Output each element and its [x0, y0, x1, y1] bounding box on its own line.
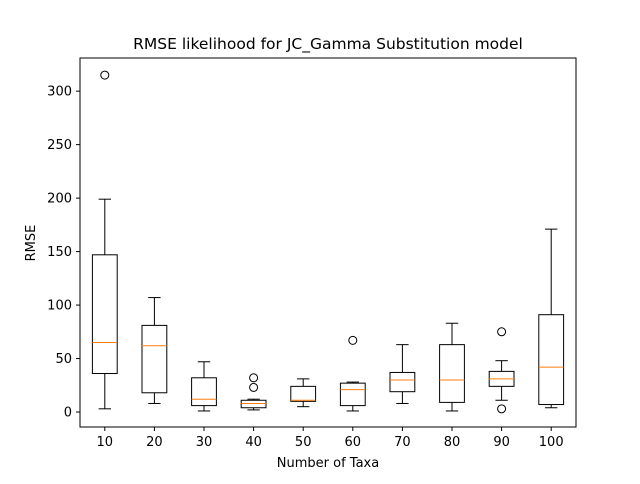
- outlier-point: [100, 70, 110, 80]
- x-tick-label: 60: [345, 435, 362, 450]
- y-tick-label: 250: [47, 138, 72, 153]
- x-tick-label: 80: [444, 435, 461, 450]
- outlier-point: [348, 335, 358, 345]
- box: [191, 377, 217, 407]
- box-group-100: [538, 228, 565, 409]
- x-tick-label: 30: [196, 435, 213, 450]
- x-axis-label: Number of Taxa: [277, 456, 379, 471]
- x-tick-label: 100: [539, 435, 564, 450]
- outlier-point: [249, 382, 259, 392]
- y-tick-label: 300: [47, 85, 72, 100]
- y-tick-label: 50: [55, 352, 72, 367]
- x-tick-label: 90: [493, 435, 510, 450]
- box-group-80: [439, 322, 465, 412]
- outlier-point: [497, 404, 507, 414]
- plot-area: [91, 70, 565, 414]
- y-tick-label: 100: [47, 299, 72, 314]
- box: [290, 385, 317, 402]
- axes-frame: [79, 57, 577, 428]
- box-group-60: [339, 335, 366, 412]
- outlier-point: [249, 373, 259, 383]
- box: [141, 324, 168, 394]
- box: [240, 399, 267, 409]
- box-group-20: [141, 297, 168, 404]
- box-group-40: [240, 373, 267, 411]
- x-tick-label: 10: [97, 435, 114, 450]
- box: [91, 254, 118, 375]
- box: [389, 371, 416, 393]
- box-group-10: [91, 70, 118, 410]
- box-group-50: [290, 378, 317, 408]
- x-tick-label: 20: [146, 435, 163, 450]
- chart-title: RMSE likelihood for JC_Gamma Substitutio…: [133, 35, 523, 54]
- outlier-point: [497, 327, 507, 337]
- box-group-70: [389, 344, 416, 404]
- y-tick-label: 150: [47, 245, 72, 260]
- box-group-30: [191, 361, 217, 412]
- x-tick-label: 70: [394, 435, 411, 450]
- x-tick-label: 50: [295, 435, 312, 450]
- y-axis-label: RMSE: [24, 225, 39, 262]
- box: [339, 382, 366, 407]
- y-tick-label: 0: [64, 406, 72, 421]
- x-tick-label: 40: [245, 435, 262, 450]
- box: [439, 344, 465, 403]
- box: [538, 314, 565, 406]
- box-group-90: [488, 327, 515, 414]
- y-axis: 0 50 100 150 200 250 300: [47, 85, 80, 421]
- y-tick-label: 200: [47, 192, 72, 207]
- x-axis: 10 20 30 40 50 60 70 80 90 100: [97, 427, 564, 450]
